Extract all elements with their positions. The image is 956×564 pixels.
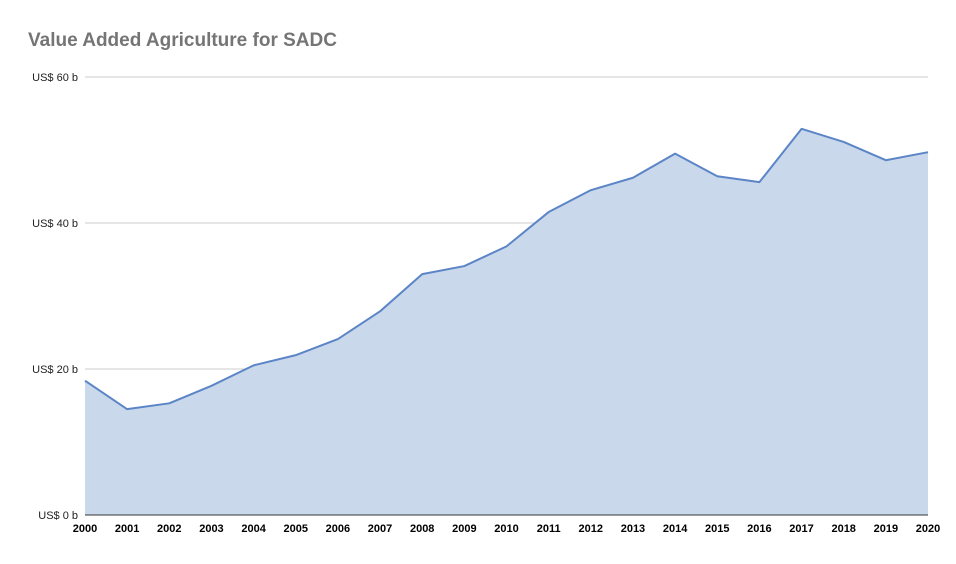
x-tick-label: 2007 — [368, 523, 392, 535]
area-fill — [85, 128, 928, 515]
x-tick-label: 2010 — [494, 523, 518, 535]
series-line — [84, 127, 929, 411]
x-tick-label: 2009 — [452, 523, 476, 535]
y-tick-label: US$ 60 b — [32, 72, 78, 84]
x-tick-label: 2004 — [241, 523, 266, 535]
x-tick-label: 2012 — [579, 523, 603, 535]
x-tick-label: 2016 — [747, 523, 771, 535]
x-tick-label: 2003 — [199, 523, 223, 535]
x-tick-label: 2006 — [326, 523, 350, 535]
x-tick-label: 2014 — [663, 523, 688, 535]
chart-title: Value Added Agriculture for SADC — [28, 30, 337, 51]
x-tick-label: 2015 — [705, 523, 729, 535]
x-tick-label: 2008 — [410, 523, 434, 535]
y-tick-label: US$ 40 b — [32, 218, 78, 230]
x-tick-label: 2020 — [916, 523, 940, 535]
x-tick-label: 2017 — [789, 523, 813, 535]
x-tick-label: 2018 — [831, 523, 855, 535]
y-tick-label: US$ 0 b — [38, 510, 78, 522]
x-tick-label: 2019 — [874, 523, 898, 535]
x-tick-label: 2001 — [115, 523, 139, 535]
x-tick-label: 2011 — [537, 523, 561, 535]
x-tick-label: 2002 — [157, 523, 181, 535]
x-tick-label: 2013 — [621, 523, 645, 535]
y-tick-label: US$ 20 b — [32, 364, 78, 376]
x-tick-label: 2000 — [73, 523, 97, 535]
x-tick-label: 2005 — [284, 523, 308, 535]
